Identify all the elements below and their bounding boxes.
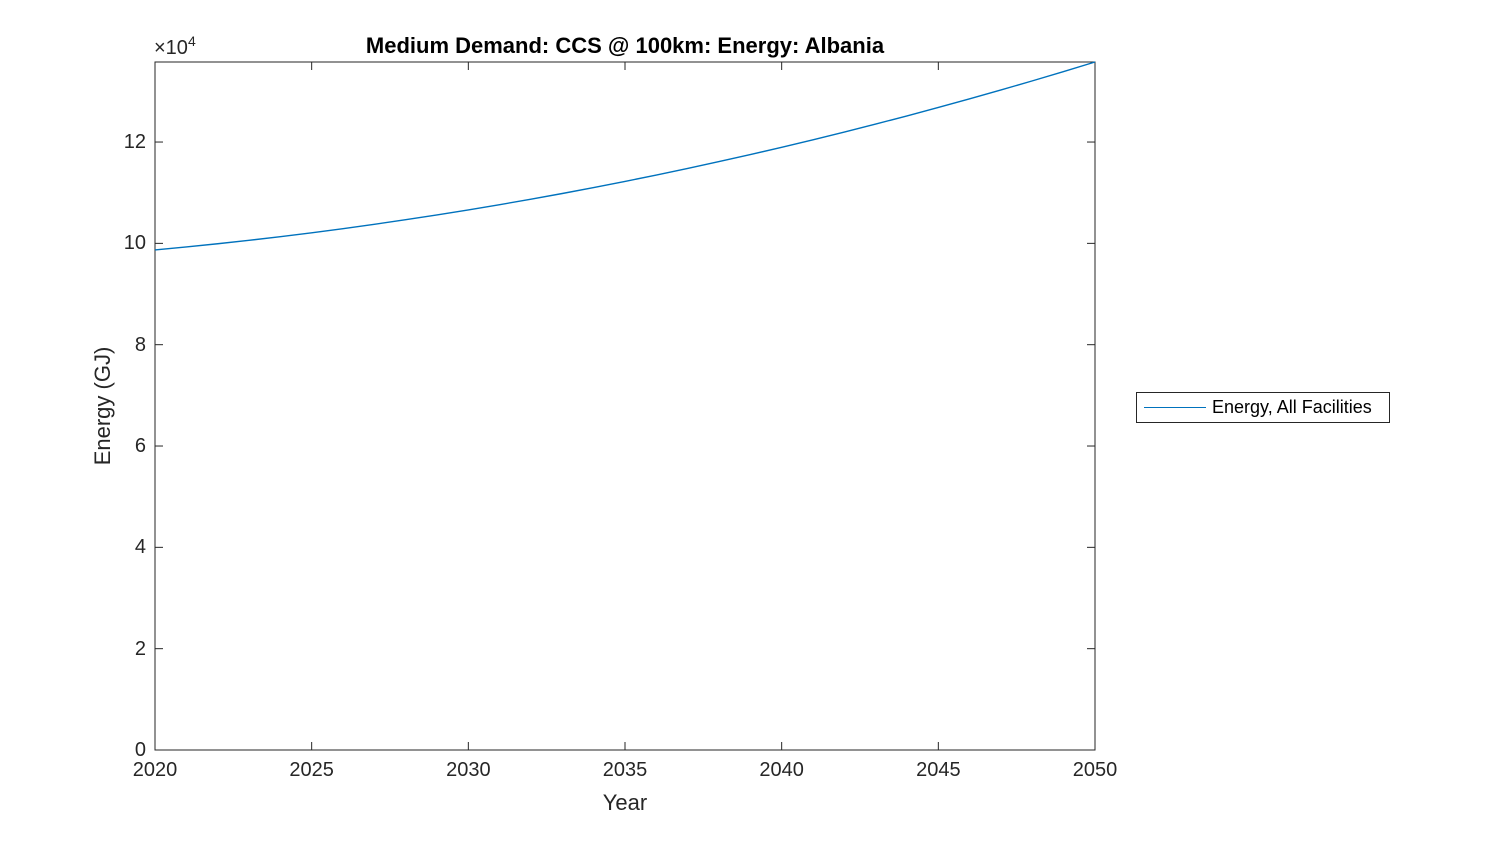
y-tick-label: 0 [134,739,146,761]
y-axis-multiplier-exponent: 4 [187,33,196,49]
y-tick-label: 2 [134,637,146,660]
x-tick-label: 2025 [289,759,334,781]
x-tick-label: 2030 [446,759,491,781]
legend-entry-label: Energy, All Facilities [1212,397,1372,417]
y-tick-label: 8 [134,333,146,356]
x-tick-label: 2045 [916,759,961,781]
x-tick-label: 2020 [132,759,178,781]
y-tick-label: 4 [134,536,146,559]
data-line [154,61,1096,251]
legend: Energy, All Facilities [1136,392,1390,423]
x-tick-label: 2040 [759,759,804,781]
y-axis-multiplier: ×104 [154,33,196,60]
y-tick-label: 6 [134,435,146,458]
y-axis-multiplier-base: ×10 [154,37,188,59]
y-tick-label: 12 [123,131,146,154]
legend-line-sample-icon [1144,407,1206,408]
x-tick-label: 2035 [602,759,648,781]
chart-title: Medium Demand: CCS @ 100km: Energy: Alba… [365,33,885,58]
axis-box [154,61,1096,751]
y-tick-label: 10 [123,232,146,255]
x-tick-label: 2050 [1072,759,1118,781]
x-axis-label: Year [602,790,648,815]
